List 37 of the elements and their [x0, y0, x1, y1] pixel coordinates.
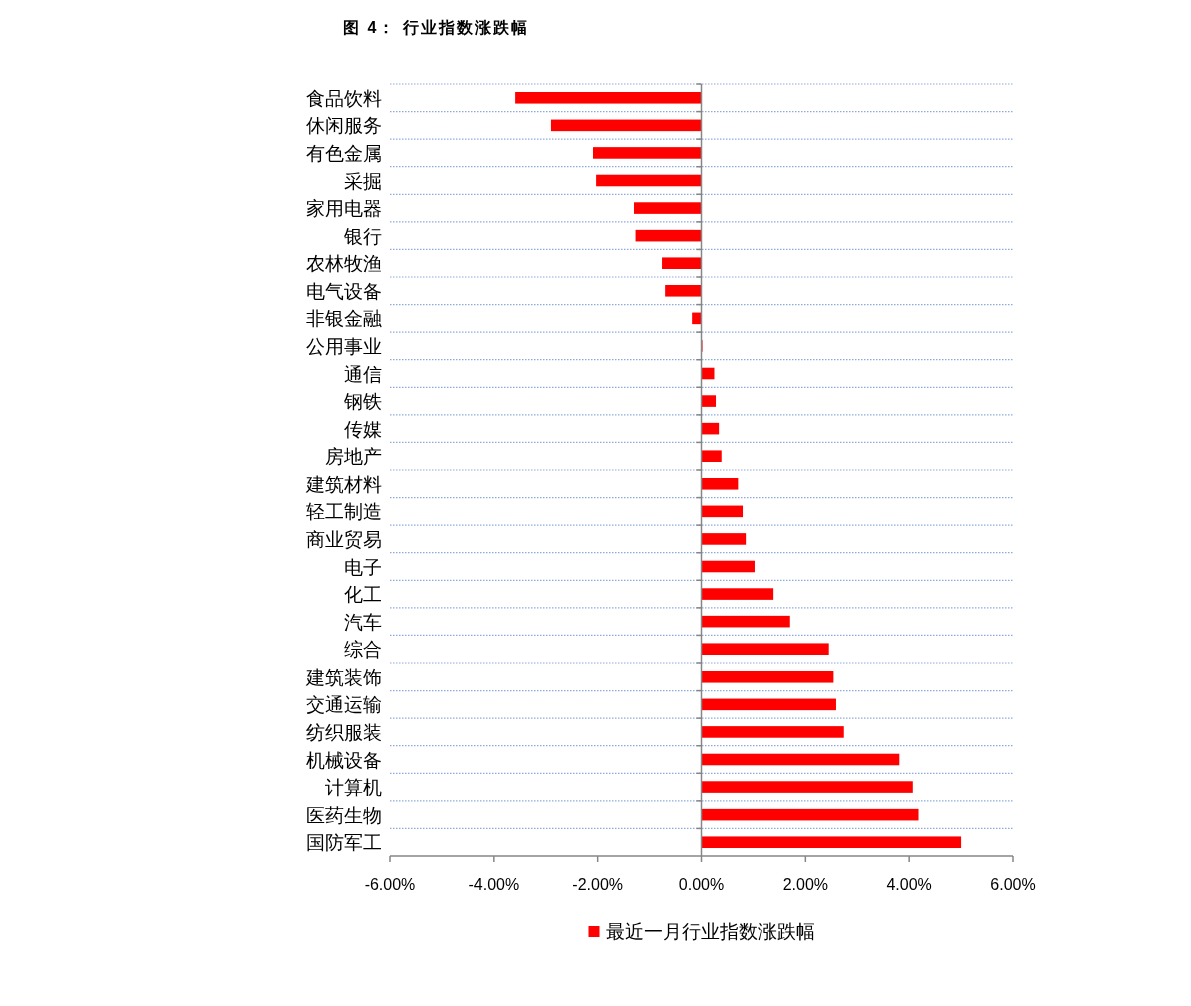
category-label: 轻工制造	[306, 501, 382, 523]
category-label: 交通运输	[306, 694, 382, 716]
xtick-label: 2.00%	[782, 876, 828, 893]
category-label: 电子	[344, 556, 382, 578]
category-label: 医药生物	[306, 804, 382, 826]
xtick-label: 4.00%	[886, 876, 932, 893]
category-label: 电气设备	[306, 280, 382, 302]
category-label: 通信	[344, 363, 382, 385]
xtick-label: -6.00%	[364, 876, 416, 893]
category-label: 银行	[344, 225, 382, 247]
category-label: 商业贸易	[306, 528, 382, 550]
category-label: 建筑材料	[306, 473, 382, 495]
category-label: 采掘	[344, 170, 382, 192]
category-label: 国防军工	[306, 832, 382, 854]
category-label: 房地产	[325, 446, 382, 468]
title: 图 4： 行业指数涨跌幅	[343, 19, 529, 36]
xtick-label: 6.00%	[990, 876, 1036, 893]
category-label: 食品饮料	[306, 87, 382, 109]
category-label: 有色金属	[306, 142, 382, 164]
xtick-label: 0.00%	[678, 876, 725, 893]
category-label: 汽车	[344, 611, 382, 633]
xtick-label: -4.00%	[468, 876, 520, 893]
category-label: 非银金融	[306, 308, 382, 330]
category-label: 机械设备	[306, 749, 382, 771]
category-label: 化工	[344, 584, 382, 606]
category-label: 农林牧渔	[306, 253, 382, 275]
category-label: 综合	[344, 639, 382, 661]
category-label: 家用电器	[306, 198, 382, 220]
xtick-label: -2.00%	[572, 876, 623, 893]
category-label: 钢铁	[344, 391, 382, 413]
category-label: 传媒	[344, 418, 382, 440]
category-label: 休闲服务	[306, 115, 382, 137]
category-label: 建筑装饰	[306, 666, 382, 688]
legend-label: 最近一月行业指数涨跌幅	[605, 921, 815, 942]
category-label: 计算机	[325, 777, 382, 799]
category-label: 公用事业	[306, 335, 382, 357]
category-label: 纺织服装	[306, 721, 382, 743]
